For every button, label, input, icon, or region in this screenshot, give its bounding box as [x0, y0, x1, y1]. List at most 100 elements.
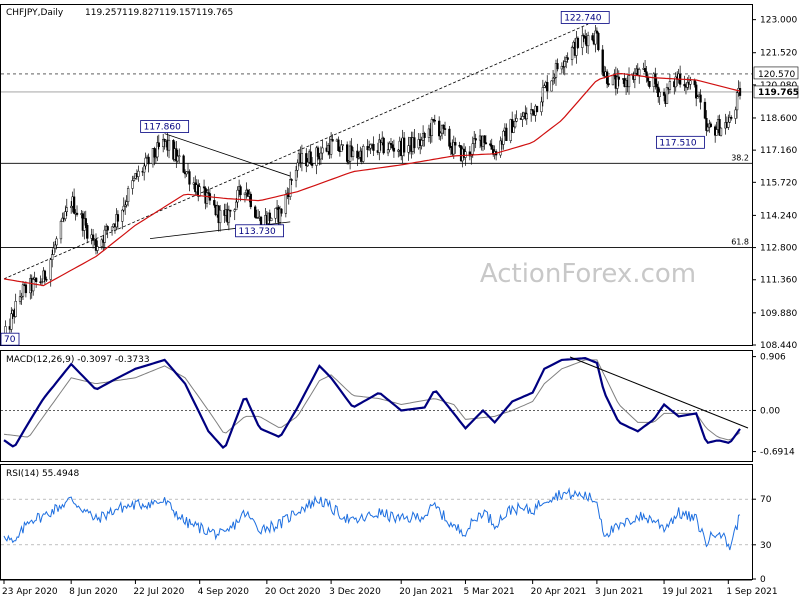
candle-up: [144, 157, 147, 167]
x-tick-label: 19 Jul 2021: [662, 587, 713, 597]
candle-up: [125, 201, 128, 206]
candle-down: [413, 137, 416, 149]
candle-up: [18, 296, 22, 302]
candle-down: [489, 143, 492, 146]
candle-up: [586, 35, 590, 47]
candle-down: [531, 109, 534, 112]
candle-down: [86, 225, 89, 239]
x-tick-label: 3 Jun 2021: [595, 587, 643, 597]
candle-up: [59, 221, 63, 240]
candle-up: [103, 229, 106, 243]
candle-down: [511, 119, 514, 133]
candle-down: [705, 117, 708, 131]
price-tick-label: 114.240: [760, 211, 797, 221]
candles-layer: [2, 25, 742, 345]
candle-down: [45, 278, 48, 281]
candle-up: [218, 209, 222, 224]
candle-up: [378, 139, 381, 153]
candle-down: [442, 124, 445, 129]
x-tick-label: 5 Mar 2021: [463, 587, 514, 597]
fib-level-label: 38.2: [731, 153, 749, 162]
price-label-box: [235, 224, 284, 238]
candle-up: [306, 161, 309, 167]
candle-down: [331, 139, 334, 142]
candle-down: [617, 76, 620, 80]
macd-tick-label: 0.906: [760, 353, 786, 363]
candle-down: [662, 91, 666, 96]
candle-down: [356, 150, 359, 159]
candle-up: [512, 126, 515, 133]
price-label: 113.730: [239, 227, 276, 237]
candle-up: [124, 204, 127, 207]
candle-up: [594, 30, 597, 45]
candle-up: [110, 226, 114, 231]
candle-up: [525, 113, 528, 120]
candle-down: [147, 156, 150, 165]
candle-up: [131, 180, 134, 189]
candle-up: [243, 192, 247, 196]
candle-down: [246, 189, 250, 197]
candle-down: [601, 49, 604, 73]
candle-up: [40, 281, 44, 284]
price-tick-label: 121.520: [760, 49, 797, 59]
candle-up: [616, 76, 619, 89]
candle-down: [483, 135, 486, 143]
candle-up: [233, 209, 236, 212]
candle-up: [452, 142, 455, 155]
candle-down: [654, 73, 657, 85]
macd-panel-frame: [0, 350, 753, 462]
price-tick-label: 108.440: [760, 341, 797, 351]
x-tick-label: 23 Apr 2020: [2, 587, 58, 597]
price-ohlc-open: 119.257: [85, 8, 122, 18]
current-price-box: [753, 85, 799, 99]
candle-down: [448, 128, 451, 147]
candle-down: [484, 142, 488, 145]
candle-down: [576, 37, 580, 48]
candle-down: [595, 30, 599, 34]
candle-up: [294, 169, 298, 181]
candle-down: [94, 239, 98, 251]
candle-up: [719, 127, 723, 136]
candle-up: [51, 254, 54, 260]
candle-up: [540, 101, 543, 113]
candle-up: [270, 217, 273, 222]
candle-up: [570, 47, 574, 60]
candle-up: [198, 186, 201, 197]
candle-down: [703, 101, 707, 119]
candle-up: [530, 109, 533, 115]
candle-down: [423, 133, 426, 138]
price-y-axis: 123.000121.520120.080118.600117.160115.7…: [752, 16, 799, 351]
candle-down: [175, 148, 178, 162]
candle-down: [254, 206, 257, 218]
candle-up: [633, 72, 637, 80]
candle-up: [420, 140, 423, 146]
candle-up: [689, 80, 692, 85]
candle-up: [122, 205, 125, 211]
candle-up: [55, 238, 58, 246]
candle-up: [341, 144, 344, 146]
candle-up: [65, 207, 68, 212]
candle-up: [176, 156, 179, 162]
x-tick-label: 20 Apr 2021: [531, 587, 587, 597]
macd-panel: 0.906 0.00 -0.6914 MACD(12,26,9) -0.3097 -…: [0, 350, 795, 462]
candle-up: [362, 146, 365, 162]
candle-up: [665, 87, 669, 104]
candle-up: [227, 209, 231, 223]
candle-up: [300, 153, 304, 163]
candle-up: [728, 117, 731, 123]
x-tick-label: 3 Dec 2020: [329, 587, 381, 597]
candle-up: [289, 179, 292, 197]
candle-down: [468, 151, 471, 157]
candle-up: [205, 192, 209, 204]
watermark: ActionForex.com: [480, 259, 696, 289]
price-label: 117.860: [144, 123, 181, 133]
moving-average-line: [3, 72, 741, 287]
candle-down: [535, 105, 539, 113]
candle-down: [310, 163, 314, 166]
candle-up: [550, 80, 553, 92]
candle-down: [607, 83, 610, 86]
price-label: 122.740: [564, 13, 601, 23]
candle-up: [499, 140, 502, 156]
price-lines-layer: 38.2 61.8: [1, 23, 752, 280]
